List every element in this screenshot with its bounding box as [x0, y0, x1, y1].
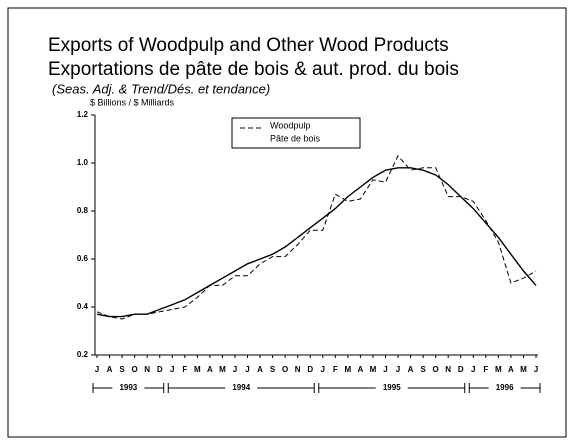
year-label: 1993 [119, 383, 137, 392]
series-line [96, 167, 537, 318]
year-label: 1996 [496, 383, 514, 392]
y-tick-label: 0.6 [77, 254, 89, 263]
chart-title: Exports of Woodpulp and Other Wood Produ… [48, 35, 449, 56]
x-tick-label: O [433, 365, 439, 374]
year-label: 1995 [383, 383, 401, 392]
x-tick-label: D [458, 365, 464, 374]
x-tick-label: M [345, 365, 352, 374]
x-tick-label: D [157, 365, 163, 374]
x-tick-label: F [483, 365, 488, 374]
x-tick-label: M [370, 365, 377, 374]
x-tick-label: J [534, 365, 538, 374]
x-tick-label: J [471, 365, 475, 374]
x-tick-label: A [508, 365, 514, 374]
x-tick-label: M [495, 365, 502, 374]
y-axis-label: $ Billions / $ Milliards [90, 97, 175, 107]
x-tick-label: F [333, 365, 338, 374]
x-tick-label: A [257, 365, 263, 374]
x-tick-label: A [207, 365, 213, 374]
legend-label: Woodpulp [270, 120, 310, 130]
y-tick-label: 1.2 [77, 110, 89, 119]
x-tick-label: O [132, 365, 138, 374]
x-tick-label: M [194, 365, 201, 374]
x-tick-label: S [270, 365, 276, 374]
x-tick-label: F [182, 365, 187, 374]
x-tick-label: S [420, 365, 426, 374]
x-tick-label: M [520, 365, 527, 374]
x-tick-label: J [170, 365, 174, 374]
series-line [96, 154, 537, 320]
y-tick-label: 0.4 [77, 302, 89, 311]
x-tick-label: J [95, 365, 99, 374]
x-tick-label: A [408, 365, 414, 374]
x-tick-label: A [107, 365, 113, 374]
frame [7, 7, 567, 438]
legend-box [231, 117, 361, 149]
x-tick-label: S [119, 365, 125, 374]
x-tick-label: A [358, 365, 364, 374]
chart-title-fr: Exportations de pâte de bois & aut. prod… [48, 59, 459, 80]
year-label: 1994 [232, 383, 250, 392]
x-tick-label: J [396, 365, 400, 374]
x-tick-label: D [307, 365, 313, 374]
x-tick-label: J [321, 365, 325, 374]
y-tick-label: 1.0 [77, 158, 89, 167]
chart-subtitle: (Seas. Adj. & Trend/Dés. et tendance) [52, 81, 270, 96]
legend-label-fr: Pâte de bois [270, 133, 321, 143]
x-tick-label: N [295, 365, 301, 374]
x-tick-label: J [245, 365, 249, 374]
x-tick-label: J [233, 365, 237, 374]
x-tick-label: M [219, 365, 226, 374]
y-tick-label: 0.2 [77, 350, 89, 359]
x-tick-label: O [282, 365, 288, 374]
x-tick-label: N [144, 365, 150, 374]
x-tick-label: N [445, 365, 451, 374]
x-tick-label: J [383, 365, 387, 374]
y-tick-label: 0.8 [77, 206, 89, 215]
